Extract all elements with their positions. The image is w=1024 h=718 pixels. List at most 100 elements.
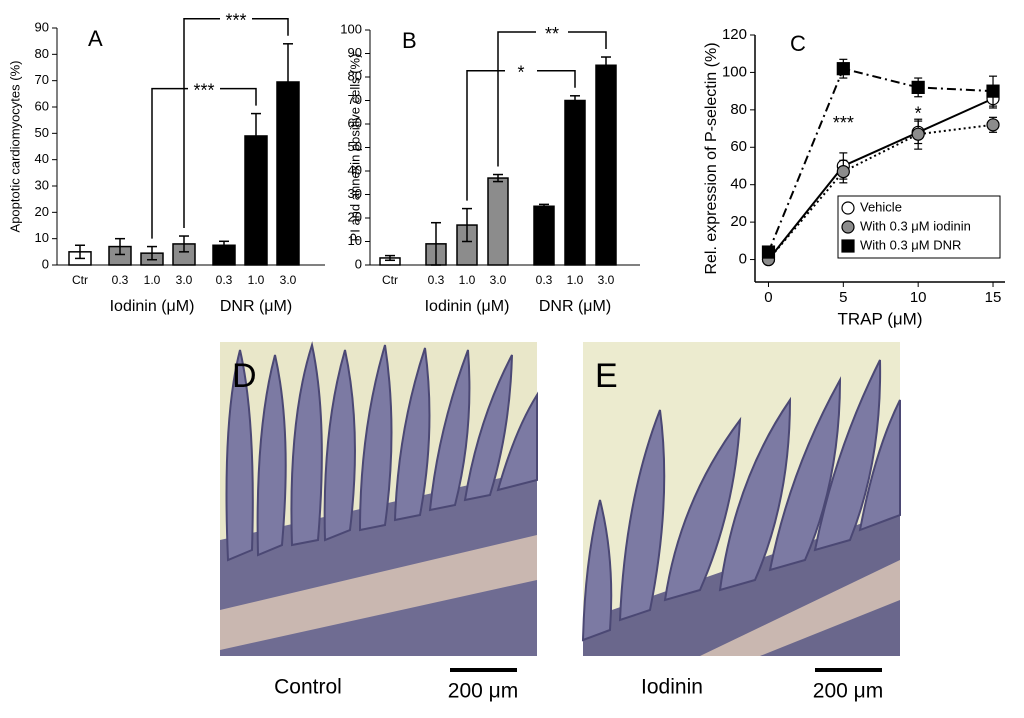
x-tick-label: 1.0 [248,273,265,287]
legend-marker [841,239,855,253]
y-tick-label: 0 [355,256,362,271]
scale-bar-label: 200 μm [448,680,518,703]
error-bar [539,203,549,209]
legend-label: With 0.3 μM DNR [860,237,961,252]
panel-label: D [232,357,257,395]
panel-label: C [790,31,806,56]
group-label: DNR (μM) [220,298,292,315]
x-tick-label: 0.3 [428,273,445,287]
panel-label: E [595,357,618,395]
significance-label: *** [833,113,854,133]
series-line [767,123,994,261]
error-bar [462,207,472,243]
legend-marker [841,201,855,215]
y-tick-label: 70 [348,92,362,107]
legend-marker [841,220,855,234]
error-bar [179,235,189,253]
image-caption: Control [274,676,342,699]
marker [761,245,776,259]
y-tick-label: 40 [348,162,362,177]
y-tick-label: 20 [730,213,747,230]
significance-label: ** [545,24,559,44]
legend-label: Vehicle [860,199,902,214]
y-tick-label: 80 [348,68,362,83]
panel-label: B [402,28,417,53]
scale-bar-label: 200 μm [813,680,883,703]
group-label: Iodinin (μM) [110,298,195,315]
histology-e [581,342,901,656]
series-line [767,67,994,253]
marker [986,118,1000,132]
bar [487,177,509,266]
y-tick-label: 0 [42,256,49,271]
annotation-background [536,25,568,38]
x-tick-label: 5 [839,289,847,306]
bar [533,205,555,266]
histology-d [220,341,538,656]
x-tick-label: 1.0 [459,273,476,287]
significance-label: *** [193,80,214,100]
y-tick-label: 80 [730,101,747,118]
annotation-background [505,63,537,76]
error-bar [431,221,441,266]
x-tick-label: 3.0 [176,273,193,287]
x-axis-label: TRAP (μM) [837,309,922,328]
error-bar [570,95,580,106]
x-tick-label: 0.3 [536,273,553,287]
x-tick-label: 3.0 [490,273,507,287]
y-tick-label: 90 [348,45,362,60]
annotation-background [220,11,252,24]
villi [225,341,538,562]
y-tick-label: 80 [35,46,49,61]
panel-label: A [88,26,103,51]
x-tick-label: 0.3 [216,273,233,287]
x-tick-label: 10 [910,289,927,306]
error-bar [601,56,611,75]
error-bar [251,112,261,160]
y-tick-label: 20 [348,209,362,224]
annotation-background [188,81,220,94]
significance-bracket [183,18,289,229]
y-tick-label: 20 [35,204,49,219]
y-tick-label: 90 [35,19,49,34]
y-tick-label: 60 [730,138,747,155]
marker [836,164,850,179]
x-tick-label: 3.0 [598,273,615,287]
x-tick-label: 1.0 [144,273,161,287]
error-bar [283,43,293,121]
y-tick-label: 0 [739,251,747,268]
significance-bracket [497,31,607,167]
y-tick-label: 50 [35,125,49,140]
significance-bracket [466,70,576,201]
x-tick-label: 3.0 [280,273,297,287]
marker [986,84,1000,98]
legend-box [837,195,1001,259]
x-tick-label: Ctr [72,273,88,287]
y-tick-label: 50 [348,139,362,154]
significance-bracket [151,87,257,239]
error-bar [75,244,85,260]
y-tick-label: 10 [348,233,362,248]
error-bar [493,173,503,183]
group-label: DNR (μM) [539,298,611,315]
marker [911,80,925,94]
muscle-band [220,535,537,650]
y-tick-label: 30 [35,177,49,192]
bar [595,64,617,266]
error-bar [115,237,125,256]
y-tick-label: 120 [722,26,747,43]
y-axis-label: PI and annexin positive cells (%) [347,54,362,242]
x-tick-label: 0 [764,289,772,306]
x-tick-label: 15 [985,289,1002,306]
series-line [767,97,994,261]
marker [911,127,925,141]
x-tick-label: Ctr [382,273,398,287]
y-tick-label: 30 [348,186,362,201]
significance-label: * [517,63,524,83]
y-tick-label: 100 [340,21,362,36]
x-tick-label: 0.3 [112,273,129,287]
villi [581,359,901,642]
image-caption: Iodinin [641,676,703,699]
significance-label: * [915,104,922,124]
